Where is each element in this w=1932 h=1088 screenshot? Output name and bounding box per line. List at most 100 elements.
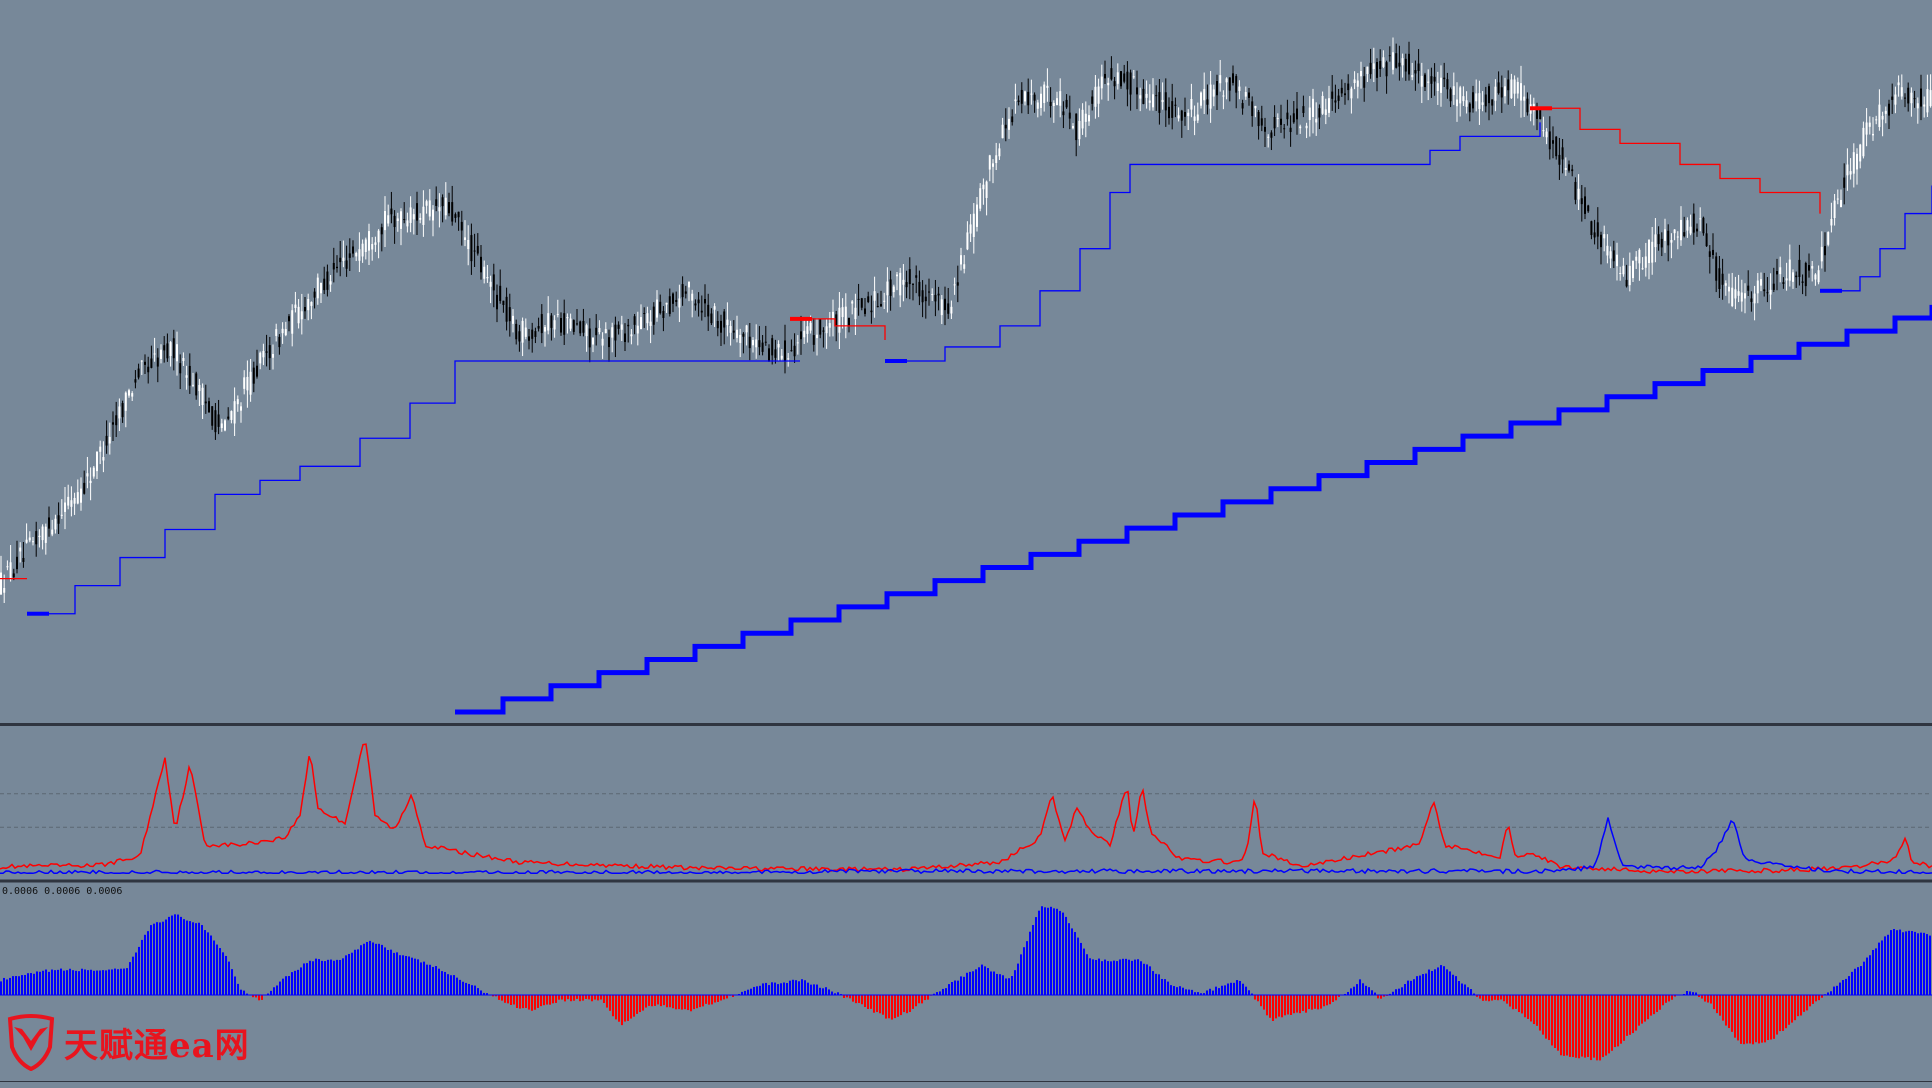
hist-bar: [1485, 995, 1487, 1001]
candle-body: [982, 184, 985, 190]
candle-body: [483, 266, 486, 279]
candle-body: [585, 325, 588, 337]
hist-bar: [561, 995, 563, 1000]
candle-body: [54, 518, 57, 530]
candle-body: [112, 422, 114, 425]
candle-body: [1673, 229, 1676, 234]
hist-bar: [1395, 989, 1397, 995]
hist-bar: [1173, 986, 1175, 995]
hist-bar: [1104, 959, 1106, 995]
candle-body: [28, 537, 31, 541]
candle-body: [1052, 102, 1055, 106]
hist-bar: [876, 995, 878, 1013]
candle-body: [1596, 222, 1599, 237]
hist-bar: [999, 974, 1001, 995]
hist-bar: [1797, 995, 1799, 1017]
hist-bar: [1650, 995, 1652, 1016]
candle-body: [12, 573, 15, 578]
hist-bar: [957, 980, 959, 995]
candle-body: [416, 203, 418, 221]
hist-bar: [552, 995, 554, 1004]
hist-bar: [636, 995, 638, 1014]
hist-bar: [1065, 916, 1067, 995]
hist-bar: [288, 976, 290, 995]
hist-bar: [1524, 995, 1526, 1018]
hist-bar: [1203, 993, 1205, 995]
hist-bar: [1062, 912, 1064, 995]
candle-body: [1753, 293, 1756, 304]
candle-body: [25, 539, 28, 543]
candle-body: [940, 299, 943, 316]
slow-trail-stop-line: [455, 304, 1932, 715]
hist-bar: [1512, 995, 1514, 1010]
candle-body: [1331, 91, 1334, 99]
hist-bar: [1809, 995, 1811, 1007]
hist-bar: [312, 961, 314, 995]
hist-bar: [258, 995, 260, 1001]
hist-bar: [1218, 988, 1220, 995]
candle-body: [540, 314, 543, 334]
hist-bar: [1905, 931, 1907, 995]
candle-body: [41, 526, 44, 541]
candle-body: [969, 224, 972, 234]
candle-body: [1206, 99, 1209, 105]
candle-body: [1686, 220, 1689, 231]
candle-body: [1916, 103, 1919, 109]
candle-body: [1171, 101, 1174, 118]
hist-bar: [444, 971, 446, 995]
hist-bar: [1014, 970, 1016, 995]
candle-body: [649, 321, 652, 326]
candle-body: [396, 218, 399, 221]
hist-bar: [885, 995, 887, 1019]
hist-bar: [468, 983, 470, 995]
hist-bar: [1788, 995, 1790, 1025]
candle-body: [1852, 152, 1855, 174]
hist-bar: [369, 940, 371, 995]
hist-bar: [363, 943, 365, 995]
hist-bar: [270, 990, 272, 995]
candle-body: [1926, 89, 1929, 113]
candle-body: [265, 351, 268, 353]
candle-body: [1049, 101, 1052, 106]
hist-bar: [1779, 995, 1781, 1032]
candle-body: [124, 392, 127, 411]
candle-body: [1820, 246, 1823, 262]
candle-body: [1676, 236, 1679, 238]
hist-bar: [1212, 990, 1214, 995]
hist-bar: [1728, 995, 1730, 1029]
candle-body: [150, 358, 153, 368]
hist-bar: [1632, 995, 1634, 1034]
hist-bar: [162, 921, 164, 995]
hist-bar: [1131, 960, 1133, 995]
hist-bar: [1761, 995, 1763, 1043]
hist-bar: [846, 995, 848, 998]
candle-body: [473, 250, 476, 252]
hist-bar: [276, 985, 278, 995]
hist-bar: [75, 970, 77, 995]
hist-bar: [198, 922, 200, 995]
candle-body: [1712, 249, 1714, 255]
hist-bar: [1125, 958, 1127, 995]
candle-body: [1190, 98, 1193, 110]
hist-bar: [1455, 976, 1457, 995]
hist-bar: [402, 955, 404, 995]
candle-body: [572, 320, 575, 332]
candle-body: [656, 299, 658, 318]
candle-body: [384, 211, 386, 231]
candle-body: [1484, 94, 1487, 107]
hist-bar: [1176, 987, 1178, 995]
candle-body: [1644, 256, 1647, 268]
hist-bar: [1878, 942, 1880, 995]
candle-body: [1664, 229, 1666, 241]
candle-body: [860, 298, 863, 308]
candle-body: [387, 215, 390, 224]
candle-body: [1776, 270, 1778, 275]
hist-bar: [621, 995, 623, 1026]
hist-bar: [888, 995, 890, 1019]
candle-body: [51, 529, 54, 535]
candle-body: [1062, 111, 1065, 116]
candle-body: [755, 339, 758, 348]
hist-bar: [384, 947, 386, 995]
candle-body: [944, 298, 946, 311]
candle-body: [134, 379, 137, 383]
